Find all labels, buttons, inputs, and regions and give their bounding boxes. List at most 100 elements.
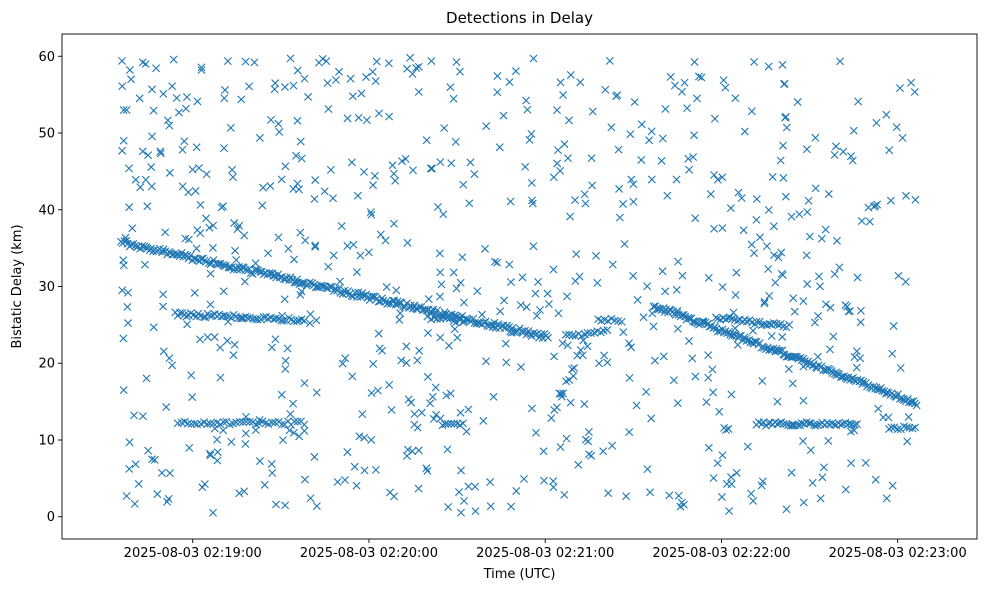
detection-point bbox=[136, 183, 145, 192]
detection-point bbox=[892, 123, 901, 132]
detection-point bbox=[814, 272, 823, 281]
detection-point bbox=[572, 250, 581, 259]
x-axis-label: Time (UTC) bbox=[483, 567, 556, 582]
detection-point bbox=[806, 446, 815, 455]
detection-point bbox=[704, 273, 713, 282]
detection-point bbox=[216, 373, 225, 382]
detection-point bbox=[795, 210, 804, 219]
detection-point bbox=[885, 146, 894, 155]
detection-point bbox=[816, 282, 825, 291]
detection-point bbox=[774, 253, 783, 262]
detection-point bbox=[595, 359, 603, 368]
detection-point bbox=[279, 316, 288, 325]
detection-point bbox=[278, 311, 287, 320]
detection-point bbox=[760, 299, 769, 308]
detection-point bbox=[368, 67, 377, 76]
detection-point bbox=[439, 210, 448, 219]
detection-point bbox=[410, 410, 419, 418]
detection-point bbox=[718, 224, 727, 233]
detection-point bbox=[366, 208, 375, 217]
detection-point bbox=[570, 363, 579, 372]
detection-point bbox=[181, 104, 190, 113]
detection-point bbox=[343, 114, 352, 123]
detection-point bbox=[622, 492, 631, 501]
detection-point bbox=[527, 129, 536, 138]
detection-point bbox=[349, 240, 358, 249]
detection-point bbox=[206, 269, 215, 278]
detection-point bbox=[206, 449, 215, 458]
detection-point bbox=[443, 445, 452, 454]
detection-point bbox=[549, 477, 558, 486]
detection-point bbox=[729, 308, 738, 317]
detection-point bbox=[381, 236, 390, 245]
detection-point bbox=[186, 251, 195, 260]
detection-point bbox=[423, 372, 432, 381]
detection-point bbox=[471, 507, 480, 516]
detection-point bbox=[607, 123, 616, 132]
detection-point bbox=[131, 175, 140, 184]
detection-point bbox=[415, 346, 424, 355]
detection-point bbox=[274, 233, 283, 242]
detection-point bbox=[436, 158, 445, 167]
detection-point bbox=[553, 159, 562, 168]
detection-point bbox=[119, 261, 128, 270]
detection-point bbox=[684, 154, 693, 163]
detection-point bbox=[395, 315, 404, 324]
detection-point bbox=[752, 215, 761, 224]
detection-point bbox=[177, 418, 186, 427]
detection-point bbox=[178, 145, 187, 154]
detection-point bbox=[911, 423, 920, 432]
detection-point bbox=[465, 199, 474, 208]
detection-point bbox=[311, 242, 320, 251]
y-tick-label: 0 bbox=[47, 510, 55, 525]
detection-point bbox=[356, 251, 365, 260]
detection-point bbox=[453, 333, 462, 342]
detection-point bbox=[499, 111, 508, 120]
detection-point bbox=[360, 466, 369, 475]
detection-point bbox=[697, 73, 706, 82]
detection-point bbox=[354, 113, 363, 122]
detection-point bbox=[265, 269, 274, 277]
detection-point bbox=[403, 451, 411, 460]
detection-point bbox=[563, 292, 572, 301]
detection-point bbox=[872, 118, 881, 127]
detection-point bbox=[389, 169, 398, 178]
detection-point bbox=[188, 165, 197, 174]
detection-point bbox=[630, 98, 639, 107]
detection-point bbox=[799, 437, 807, 446]
detection-point bbox=[369, 359, 378, 368]
detection-point bbox=[444, 341, 453, 350]
detection-point bbox=[281, 356, 290, 365]
detection-point bbox=[748, 326, 757, 335]
detection-point bbox=[852, 363, 861, 372]
detection-point bbox=[131, 460, 140, 469]
detection-point bbox=[724, 327, 733, 336]
detection-point bbox=[335, 284, 343, 293]
detection-point bbox=[632, 401, 641, 410]
detection-point bbox=[347, 158, 356, 167]
detection-point bbox=[323, 79, 332, 87]
detection-point bbox=[879, 413, 888, 422]
detection-point bbox=[159, 347, 168, 356]
detection-point bbox=[375, 109, 383, 118]
detection-point bbox=[871, 475, 880, 484]
detection-point bbox=[793, 98, 802, 107]
detection-point bbox=[337, 222, 346, 231]
detection-point bbox=[393, 300, 402, 309]
detection-point bbox=[516, 301, 525, 310]
detection-point bbox=[648, 309, 657, 318]
detection-point bbox=[576, 346, 585, 355]
detection-point bbox=[457, 508, 466, 517]
detection-point bbox=[205, 311, 214, 320]
detection-point bbox=[456, 466, 465, 475]
detection-point bbox=[725, 313, 734, 322]
detection-point bbox=[740, 127, 749, 136]
detection-point bbox=[557, 392, 566, 401]
detection-point bbox=[219, 287, 228, 296]
detection-point bbox=[403, 64, 412, 73]
detection-point bbox=[258, 201, 267, 210]
detection-point bbox=[219, 418, 228, 427]
detection-point bbox=[184, 188, 193, 197]
detection-point bbox=[376, 230, 385, 239]
detection-point bbox=[495, 143, 504, 152]
